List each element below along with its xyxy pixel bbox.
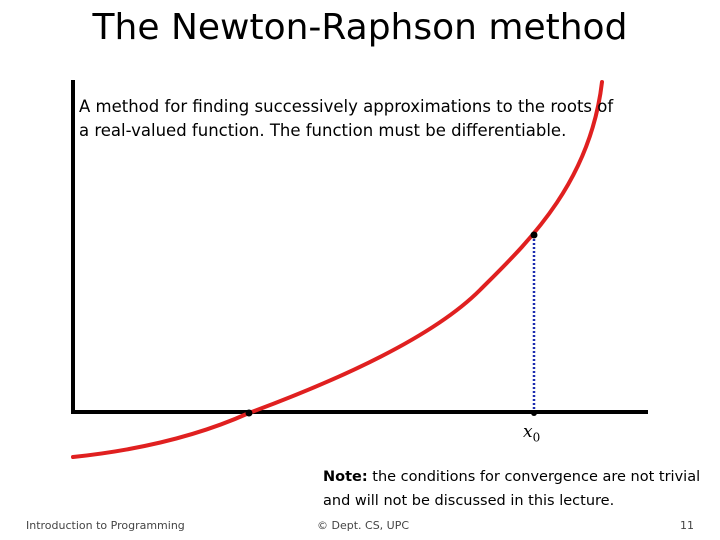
root-point [245, 409, 253, 417]
x0-point [531, 410, 537, 416]
function-curve [71, 80, 604, 459]
convergence-note: Note: the conditions for convergence are… [323, 465, 715, 513]
footer-course: Introduction to Programming [26, 519, 185, 532]
method-description: A method for finding successively approx… [79, 97, 614, 140]
note-text: the conditions for convergence are not t… [323, 469, 701, 509]
note-label: Note: [323, 469, 368, 485]
x0-label-sub: 0 [532, 430, 541, 445]
x0-label-var: x [523, 422, 533, 442]
x0-label: x0 [523, 422, 540, 444]
page-number: 11 [680, 519, 694, 532]
curve-point-x0 [530, 231, 538, 239]
footer-department: © Dept. CS, UPC [317, 519, 410, 532]
slide-title: The Newton-Raphson method [92, 7, 628, 48]
